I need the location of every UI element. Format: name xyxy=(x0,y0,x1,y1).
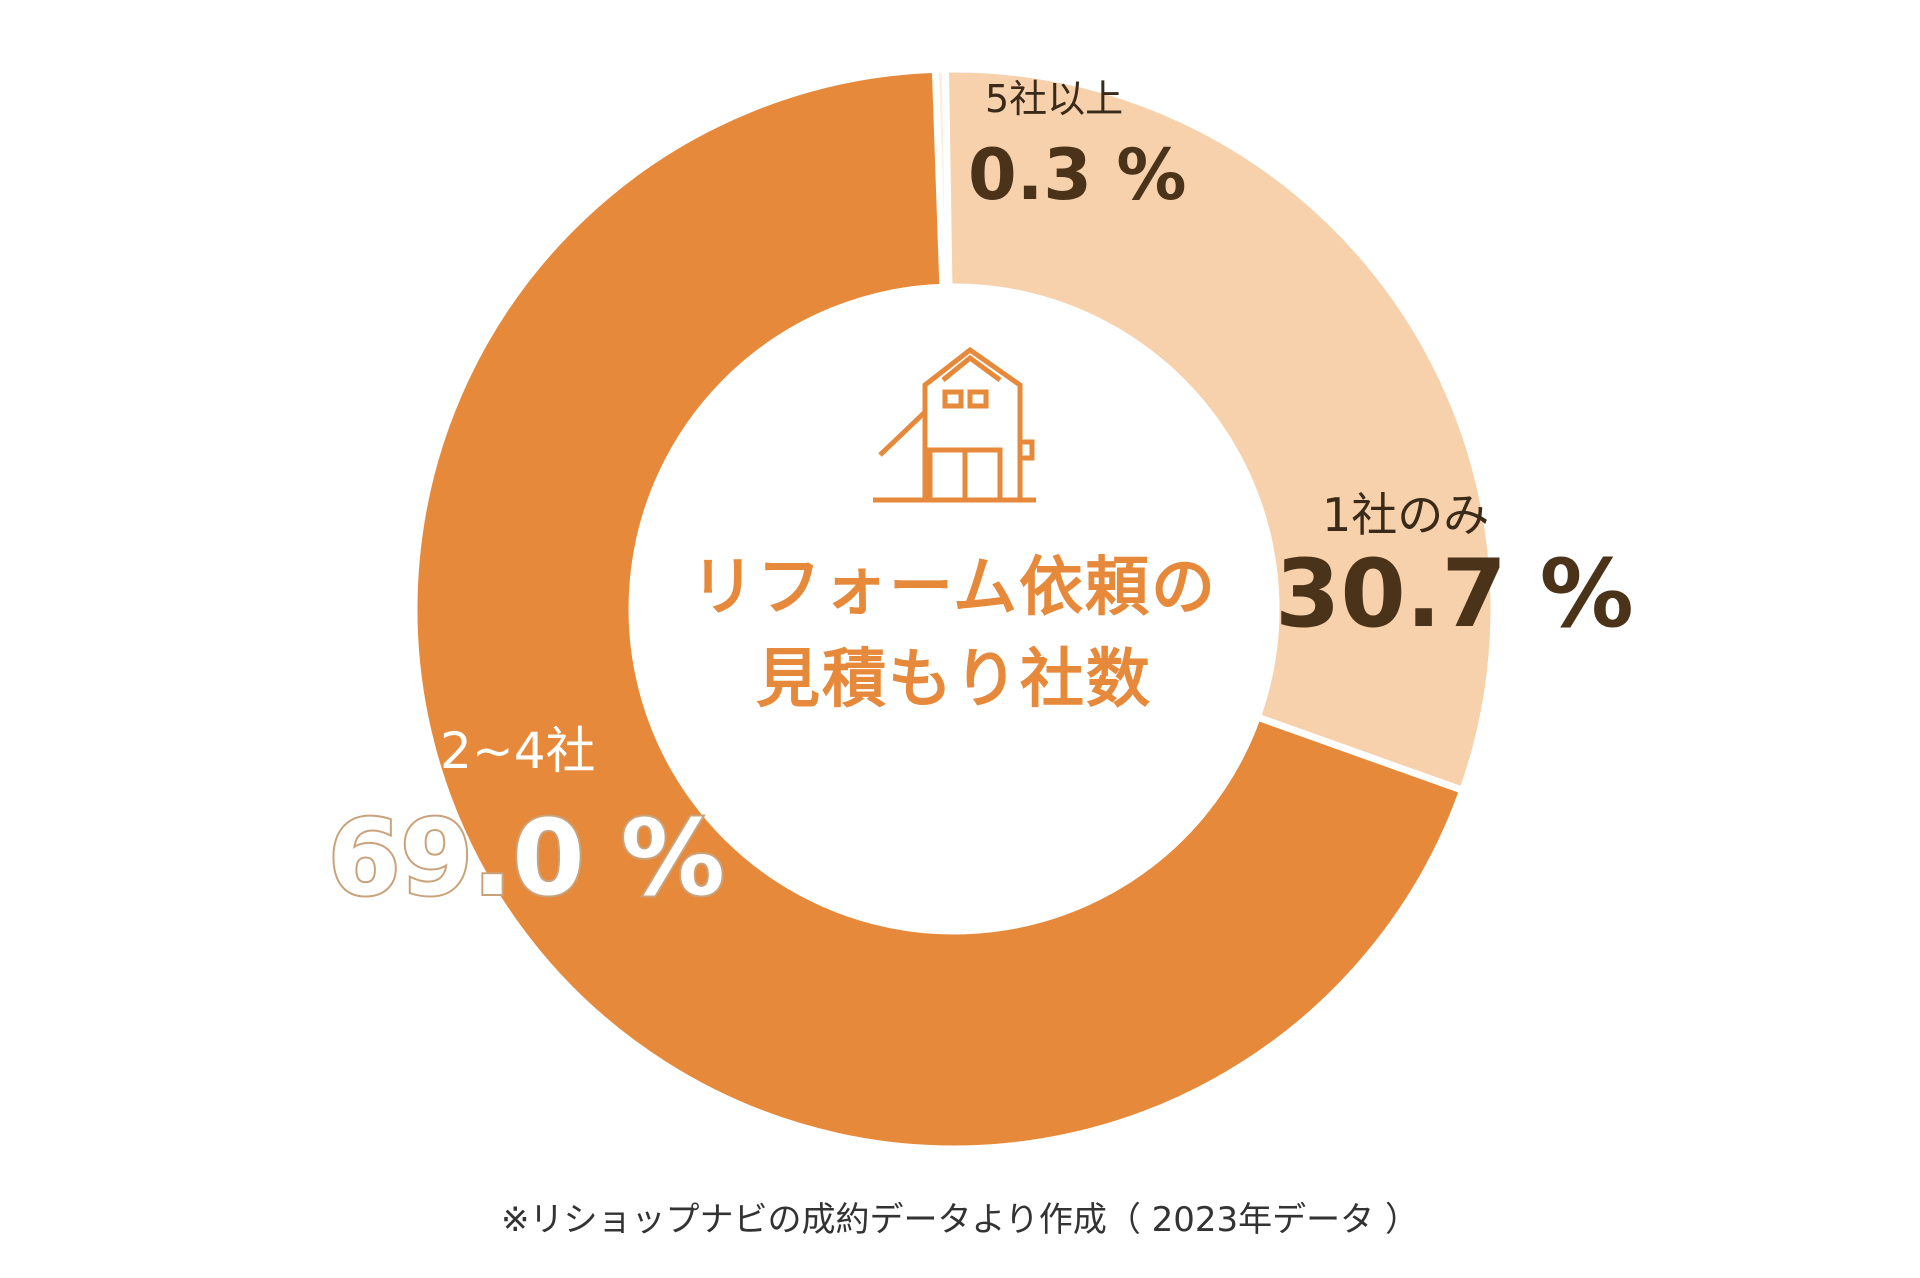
label-1-category: 1社のみ xyxy=(1322,488,1490,542)
center-title-line-2: 見積もり社数 xyxy=(756,643,1152,717)
source-note: ※リショップナビの成約データより作成（ 2023年データ ） xyxy=(501,1200,1419,1240)
label-5plus-category: 5社以上 xyxy=(985,77,1124,121)
slice-2 xyxy=(410,65,1468,1153)
label-2to4-value: 69.0 % xyxy=(326,797,727,919)
center-title-line-1: リフォーム依頼の xyxy=(690,551,1218,625)
slice-1 xyxy=(941,65,1498,795)
label-5plus-value: 0.3 % xyxy=(968,134,1187,216)
label-2to4-category: 2~4社 xyxy=(440,722,596,780)
label-1-value: 30.7 % xyxy=(1275,540,1634,649)
house-icon xyxy=(873,346,1036,503)
